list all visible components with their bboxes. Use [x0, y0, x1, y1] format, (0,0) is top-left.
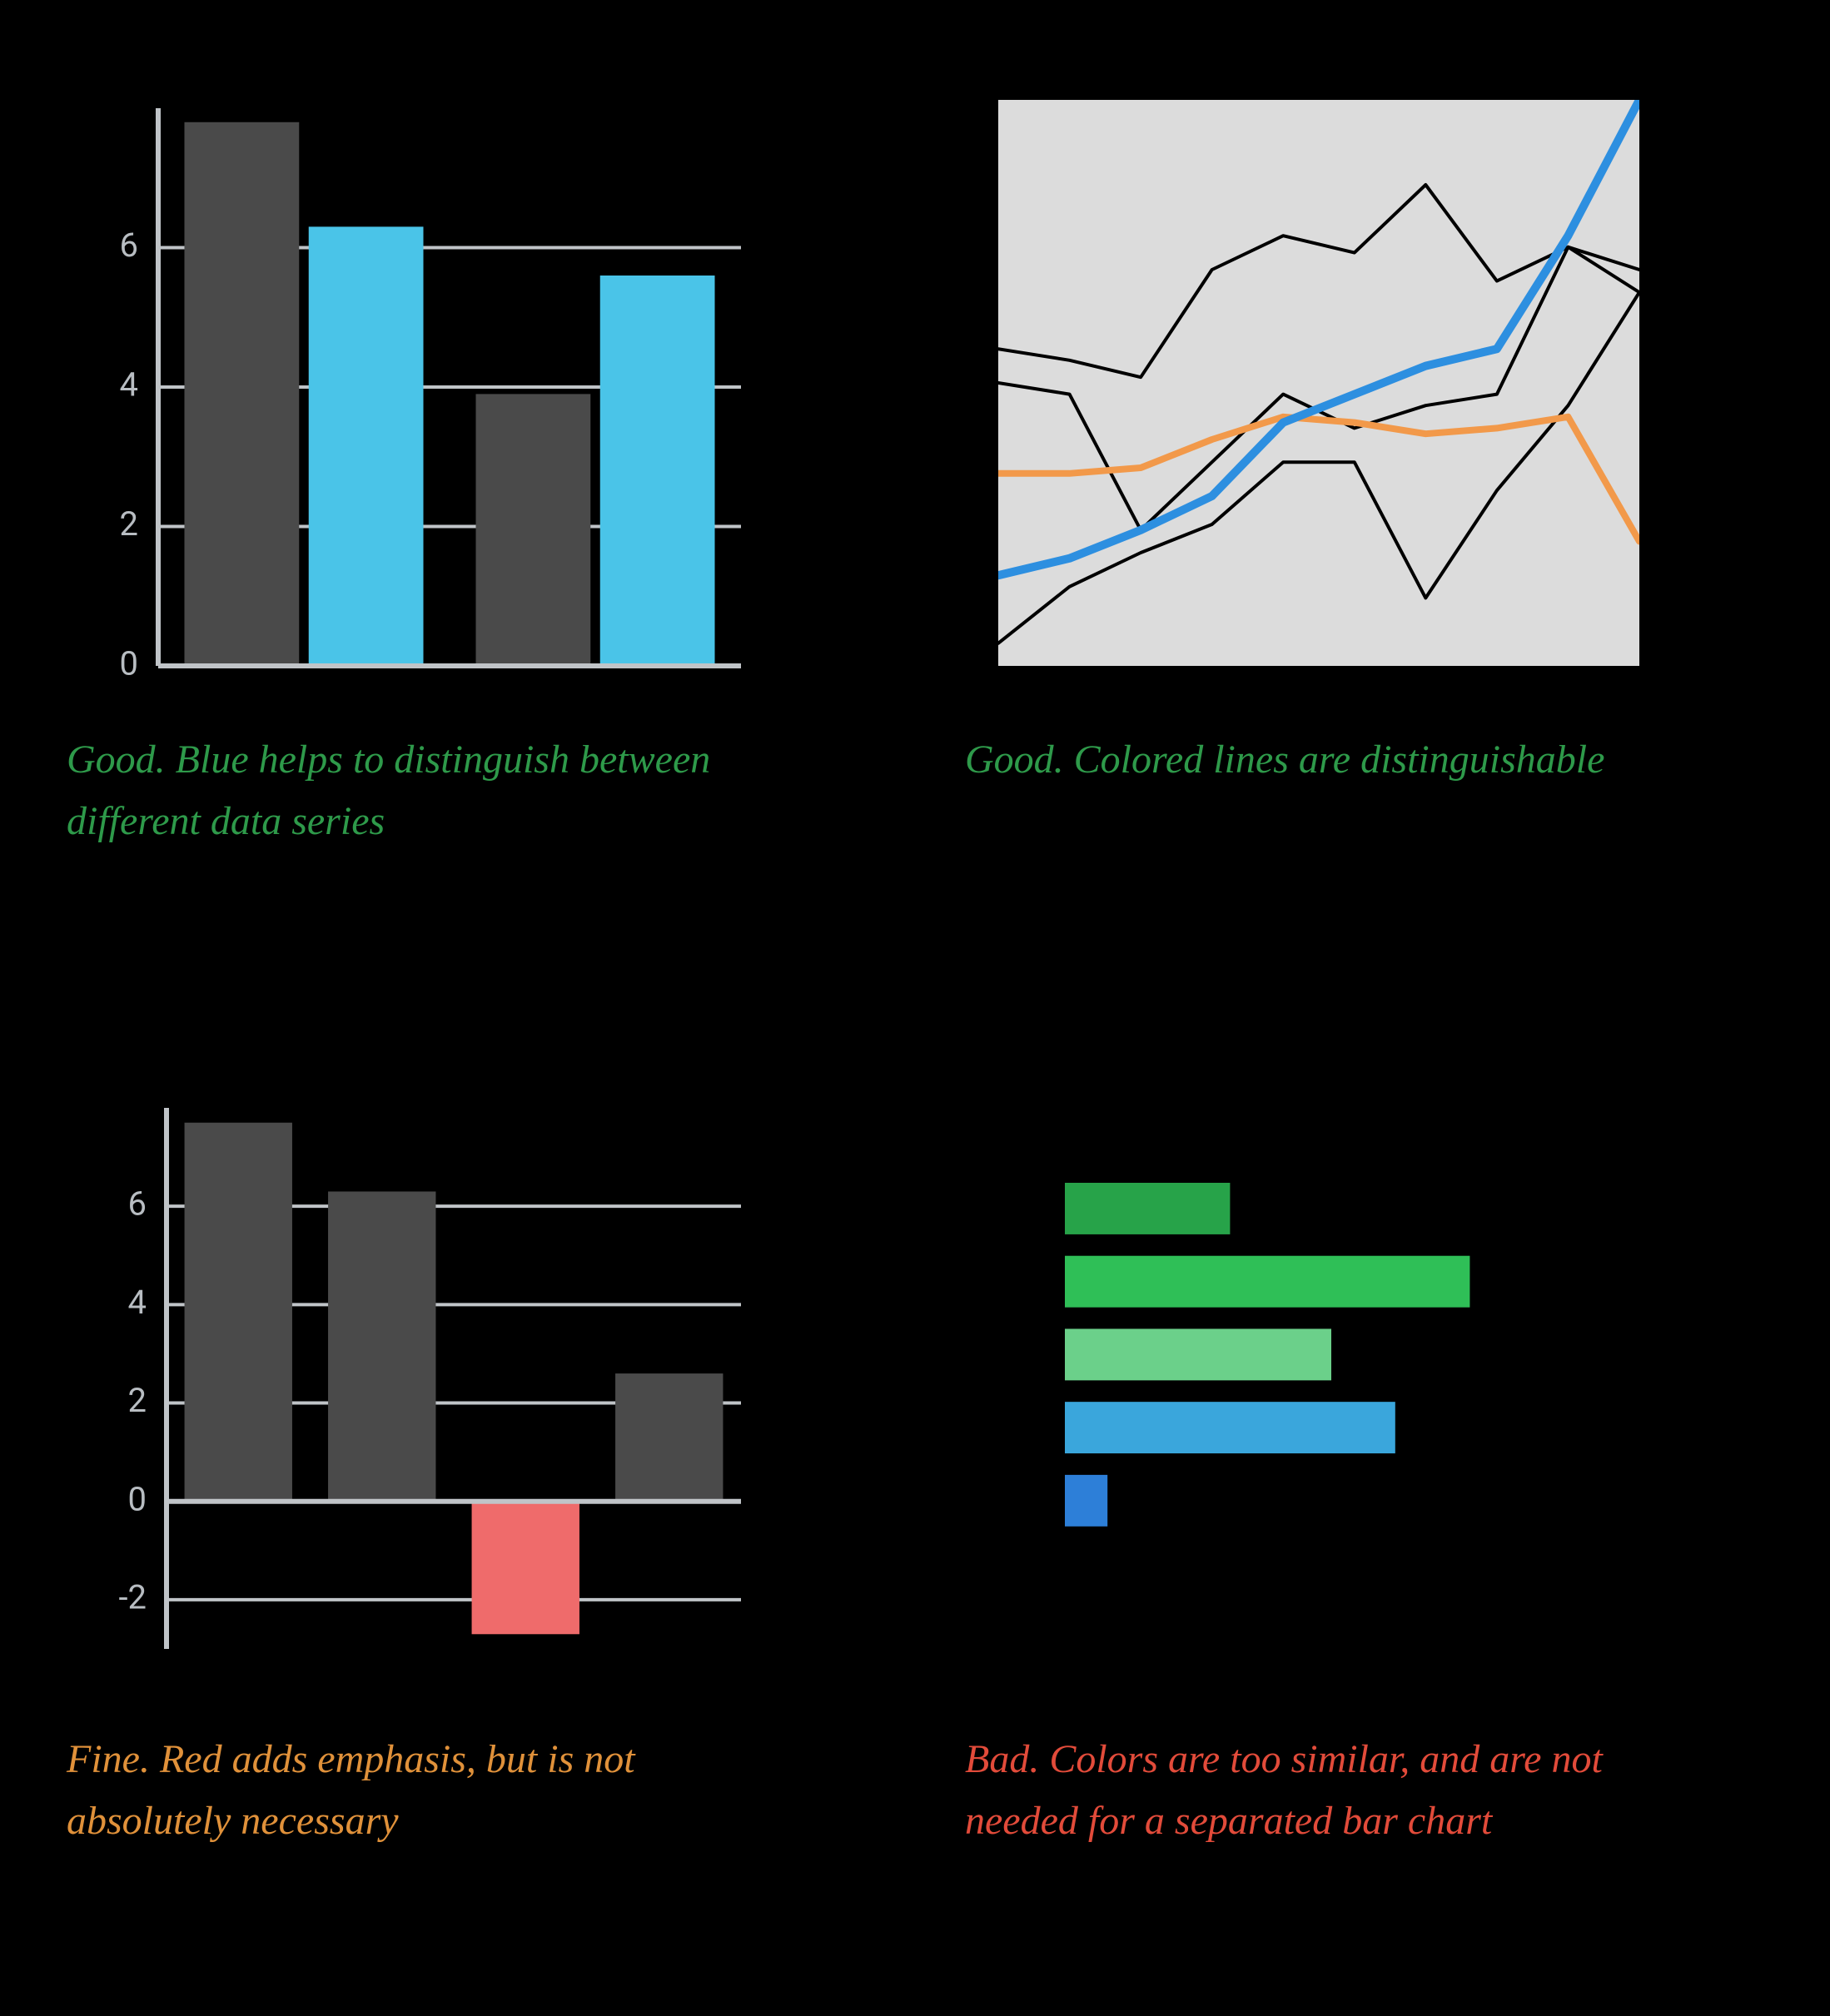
svg-text:2: 2 [120, 504, 138, 544]
caption-bottom-right: Bad. Colors are too similar, and are not… [965, 1729, 1681, 1853]
svg-text:2: 2 [128, 1381, 147, 1420]
svg-text:4: 4 [128, 1283, 147, 1322]
horizontal-bar-chart [965, 1100, 1648, 1699]
svg-text:-2: -2 [118, 1577, 147, 1616]
grouped-bar-chart: 0 2 4 6 [67, 100, 749, 699]
caption-top-left: Good. Blue helps to distinguish between … [67, 729, 783, 853]
svg-text:0: 0 [120, 644, 138, 683]
svg-text:4: 4 [120, 365, 138, 405]
line-chart [965, 100, 1648, 699]
svg-text:6: 6 [128, 1184, 147, 1224]
panel-top-right: Good. Colored lines are distinguishable [965, 100, 1763, 950]
panel-top-left: 0 2 4 6 Good. Blue helps to distinguish bet… [67, 100, 865, 950]
caption-top-right: Good. Colored lines are distinguishable [965, 729, 1681, 791]
bar-chart-negative: -2 0 2 4 6 [67, 1100, 749, 1699]
panel-bottom-right: Bad. Colors are too similar, and are not… [965, 1100, 1763, 1949]
panel-bottom-left: -2 0 2 4 6 Fine. Red adds emphasis, but is n… [67, 1100, 865, 1949]
chart-gallery: 0 2 4 6 Good. Blue helps to distinguish bet… [0, 0, 1830, 2016]
svg-text:0: 0 [128, 1479, 147, 1518]
svg-text:6: 6 [120, 226, 138, 265]
caption-bottom-left: Fine. Red adds emphasis, but is not abso… [67, 1729, 783, 1853]
